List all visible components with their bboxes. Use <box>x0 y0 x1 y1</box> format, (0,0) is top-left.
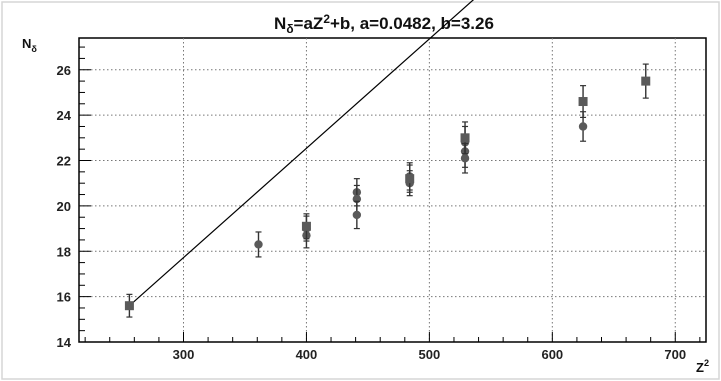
square-marker <box>124 301 134 311</box>
circle-marker <box>254 240 263 249</box>
data-point <box>254 231 263 258</box>
grid-lines <box>79 38 706 342</box>
y-tick-labels: 14 16 18 20 22 24 26 <box>57 63 72 350</box>
x-tick-labels: 300 400 500 600 700 <box>173 347 686 362</box>
chart-title: Nδ=aZ2+b, a=0.0482, b=3.26 <box>274 12 494 36</box>
x-tick-label: 700 <box>664 347 686 362</box>
fit-line <box>129 0 475 307</box>
y-tick-label: 24 <box>57 108 72 123</box>
data-point <box>301 213 311 240</box>
square-marker <box>460 133 470 143</box>
x-tick-label: 300 <box>173 347 195 362</box>
square-marker <box>301 221 311 231</box>
y-tick-label: 14 <box>57 335 72 350</box>
square-marker <box>641 76 651 86</box>
y-tick-label: 20 <box>57 199 71 214</box>
y-tick-label: 26 <box>57 63 71 78</box>
data-point <box>124 293 134 318</box>
axis-ticks <box>79 46 701 343</box>
square-marker <box>578 97 588 107</box>
y-tick-label: 16 <box>57 290 71 305</box>
data-point <box>460 121 470 155</box>
square-marker <box>405 174 415 184</box>
x-tick-label: 500 <box>419 347 441 362</box>
circle-marker <box>352 210 362 220</box>
data-points <box>124 63 651 318</box>
y-axis-label: Nδ <box>22 36 37 54</box>
y-tick-label: 22 <box>57 154 71 169</box>
x-axis-label: Z2 <box>696 358 709 375</box>
data-point <box>578 85 588 119</box>
y-tick-label: 18 <box>57 244 71 259</box>
x-tick-label: 400 <box>296 347 318 362</box>
circle-marker <box>460 154 470 163</box>
data-point <box>405 164 415 193</box>
x-tick-label: 600 <box>541 347 563 362</box>
circle-marker <box>578 122 588 131</box>
data-point <box>641 63 651 99</box>
data-point <box>352 200 362 230</box>
